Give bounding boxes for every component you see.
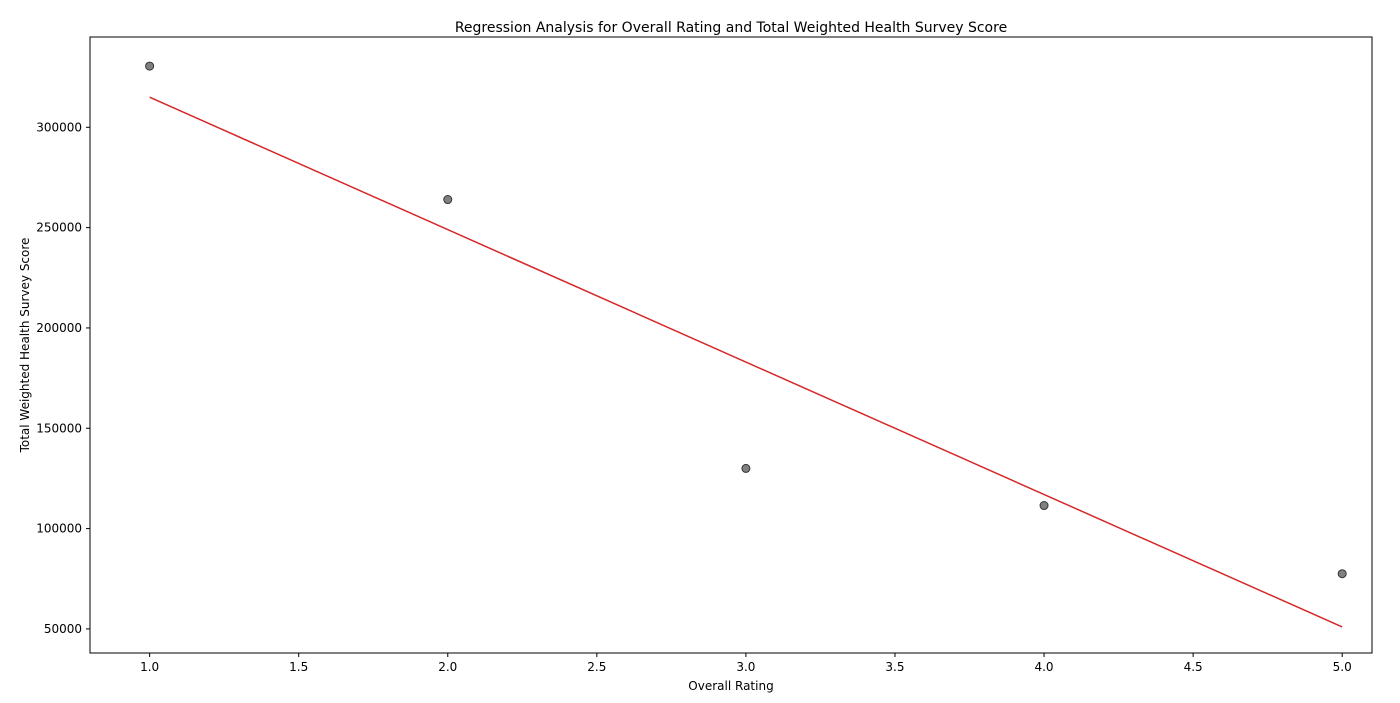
x-tick-label: 5.0 [1333, 660, 1352, 674]
x-tick-label: 3.0 [736, 660, 755, 674]
x-tick-label: 4.0 [1034, 660, 1053, 674]
x-tick-label: 2.5 [587, 660, 606, 674]
x-tick-label: 4.5 [1184, 660, 1203, 674]
y-axis-label: Total Weighted Health Survey Score [18, 238, 32, 454]
y-tick-label: 100000 [36, 522, 82, 536]
y-tick-label: 300000 [36, 120, 82, 134]
x-tick-label: 3.5 [885, 660, 904, 674]
x-tick-label: 1.0 [140, 660, 159, 674]
data-point [443, 195, 453, 205]
x-tick-label: 2.0 [438, 660, 457, 674]
x-axis-label: Overall Rating [688, 679, 773, 693]
plot-frame [89, 36, 1373, 654]
y-axis-ticks: 50000 100000 150000 200000 250000 300000 [36, 120, 90, 636]
y-tick-label: 250000 [36, 221, 82, 235]
y-tick-label: 200000 [36, 321, 82, 335]
data-point [1039, 501, 1049, 511]
regression-line [149, 96, 1343, 628]
scatter-points [145, 61, 1347, 579]
y-tick-label: 50000 [44, 622, 82, 636]
data-point [741, 463, 751, 473]
y-tick-label: 150000 [36, 421, 82, 435]
data-point [145, 61, 155, 71]
regression-layer [149, 96, 1343, 628]
x-tick-label: 1.5 [289, 660, 308, 674]
chart-title: Regression Analysis for Overall Rating a… [455, 20, 1007, 36]
data-point [1337, 569, 1347, 579]
x-axis-ticks: 1.0 1.5 2.0 2.5 3.0 3.5 4.0 4.5 5.0 [140, 653, 1352, 674]
